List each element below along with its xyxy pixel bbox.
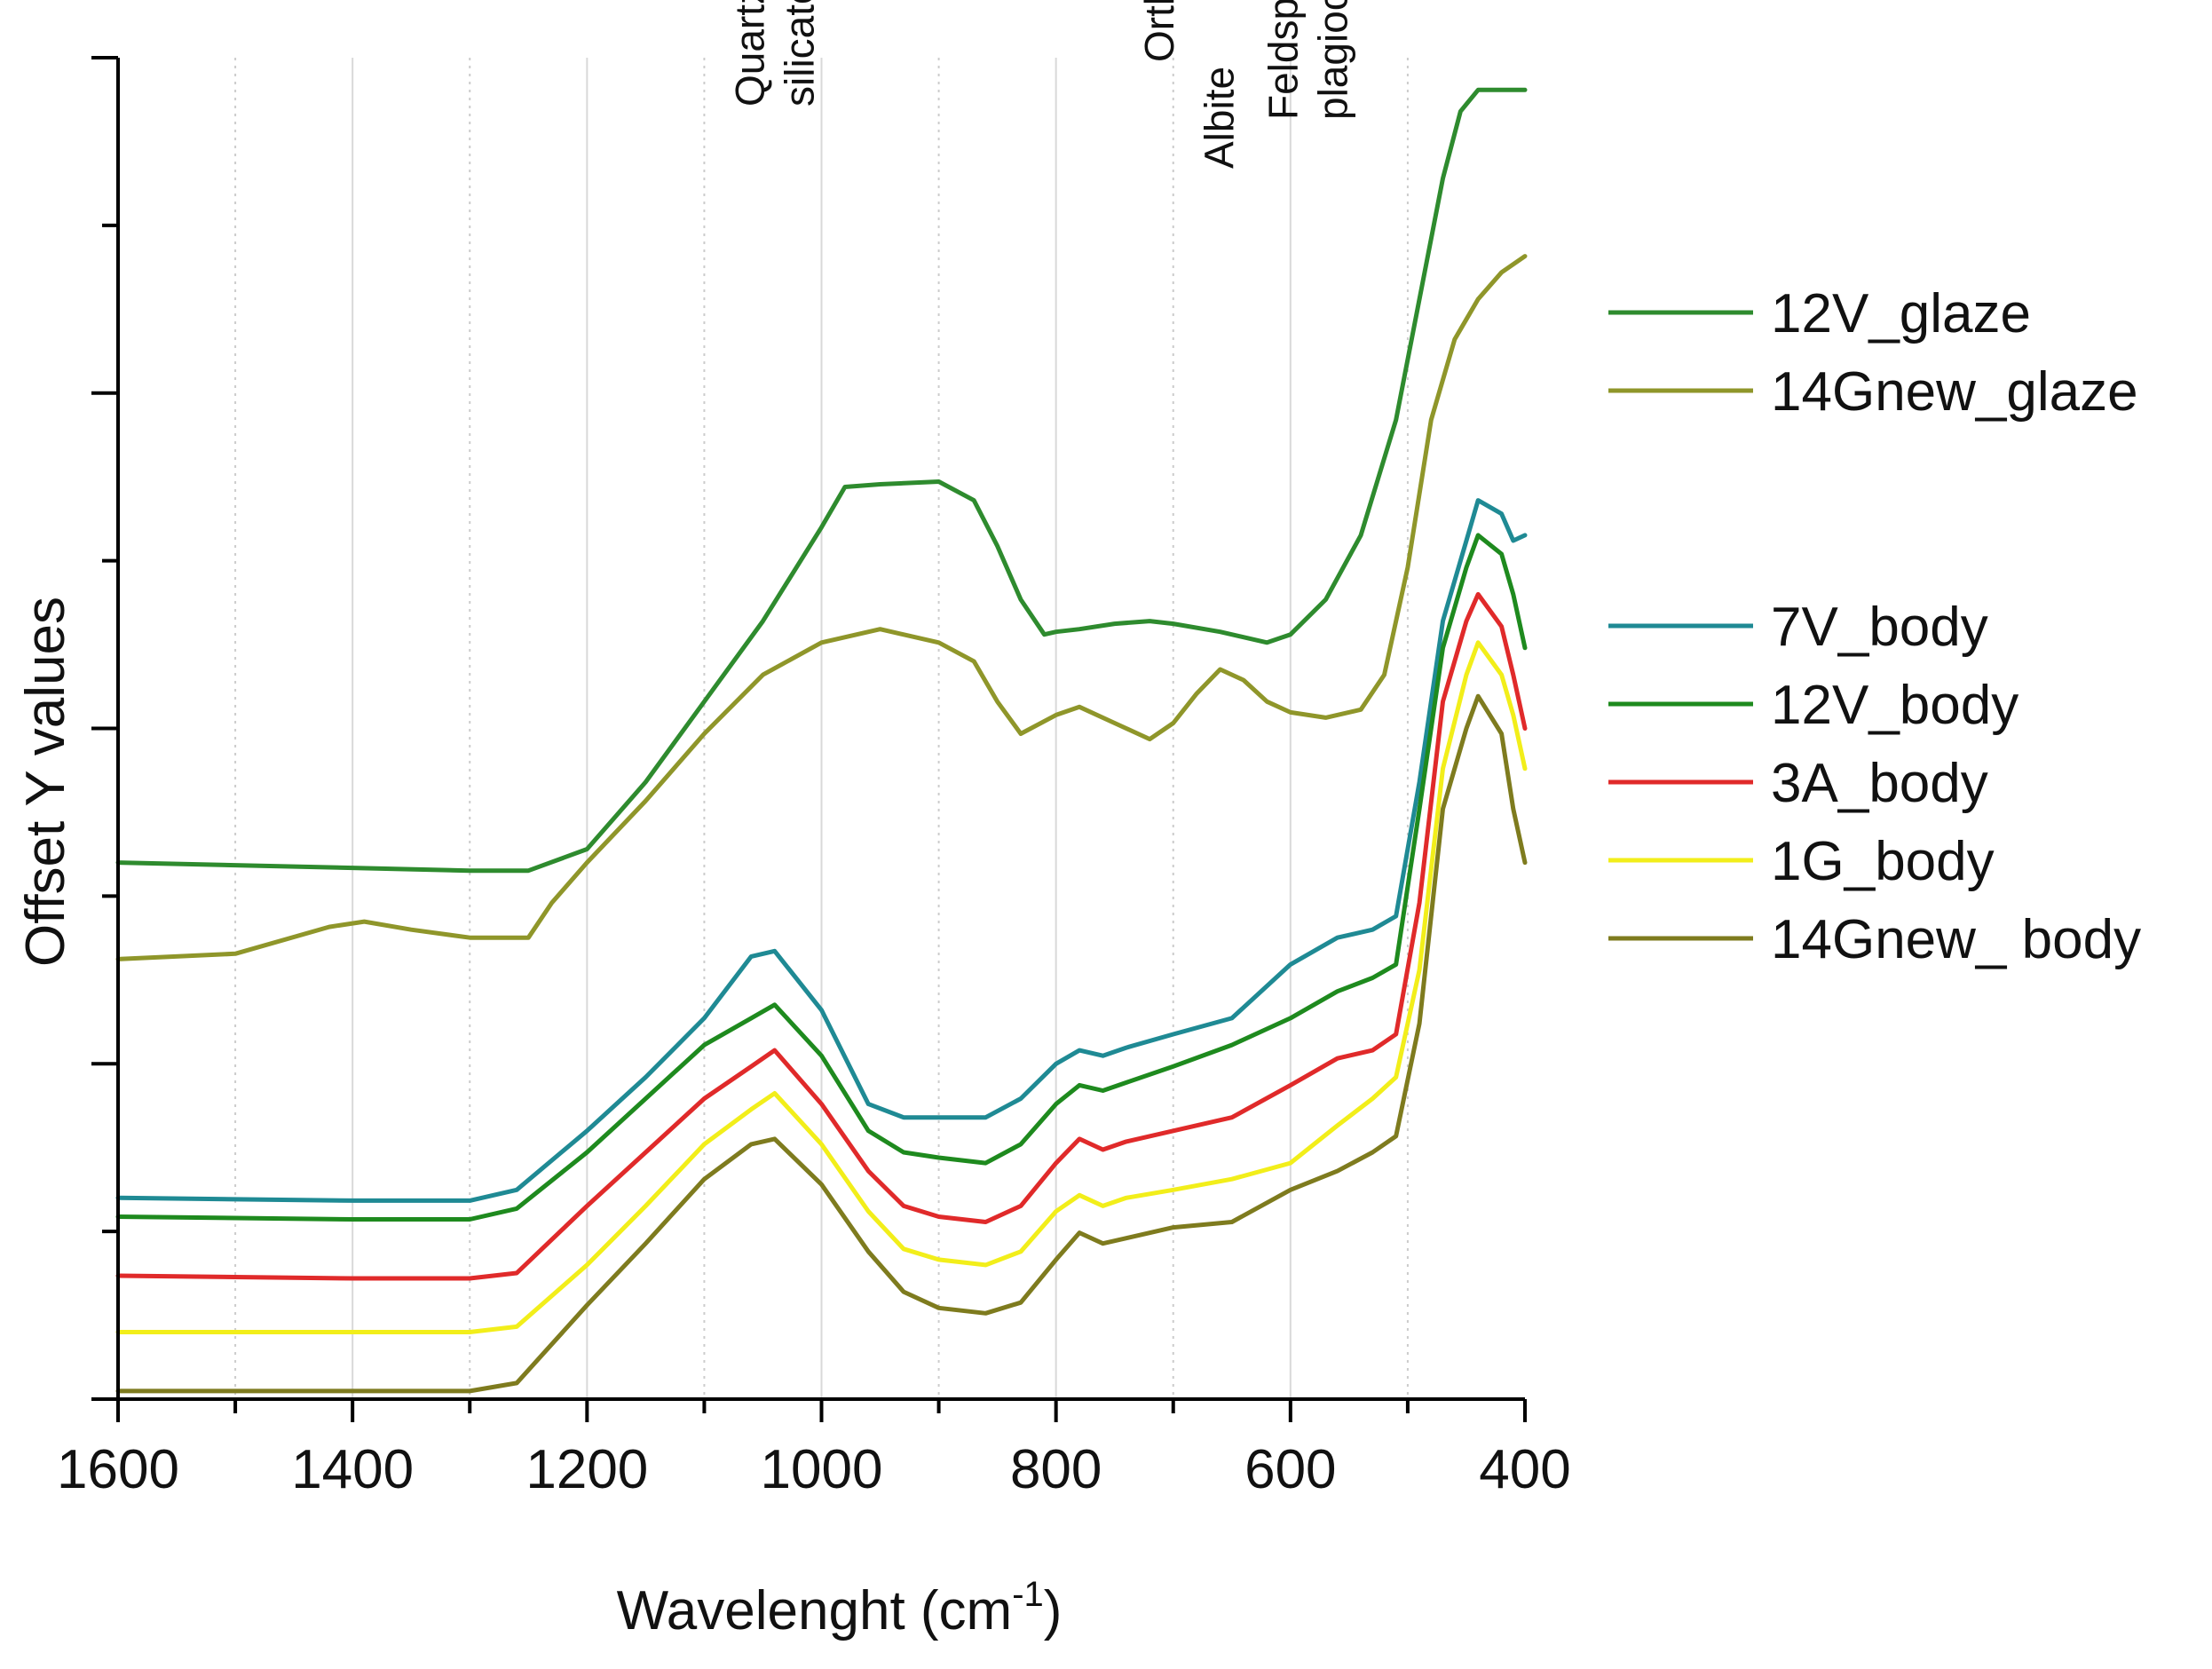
- legend-label-14gnew-glaze: 14Gnew_glaze: [1771, 361, 2138, 423]
- series-line-3a-body: [115, 591, 1528, 1281]
- series-line-1g-body: [115, 640, 1528, 1334]
- x-axis-title-suffix: ): [1044, 1580, 1063, 1641]
- x-tick-label-800: 800: [1010, 1439, 1102, 1500]
- y-axis-ticks: [91, 56, 118, 1401]
- series-line-12v-body: [115, 533, 1528, 1222]
- annotation-quartz: Quartz,: [727, 0, 773, 107]
- annotation-plagioclase: plagioclase: [1310, 0, 1356, 120]
- legend-label-14gnew-body: 14Gnew_ body: [1771, 909, 2141, 970]
- annotation-albite: Albite: [1196, 67, 1242, 169]
- peak-annotations: Quartz,silicates Orthoclase Albite Feldspar…: [727, 0, 1356, 169]
- legend-label-3a-body: 3A_body: [1771, 753, 1988, 814]
- series-line-14gnew-glaze: [115, 254, 1528, 961]
- legend: 12V_glaze 14Gnew_glaze 7V_body 12V_body 3A_b…: [1608, 283, 2141, 970]
- legend-label-1g-body: 1G_body: [1771, 831, 1995, 892]
- annotation-orthoclase: Orthoclase: [1136, 0, 1182, 62]
- x-tick-label-1600: 1600: [57, 1439, 179, 1500]
- x-tick-label-1000: 1000: [761, 1439, 883, 1500]
- x-axis-title-main: Wavelenght (cm: [617, 1580, 1013, 1641]
- x-tick-label-400: 400: [1479, 1439, 1570, 1500]
- annotation-feldspar: Feldspar,: [1260, 0, 1307, 120]
- x-tick-label-1200: 1200: [525, 1439, 648, 1500]
- legend-label-7v-body: 7V_body: [1771, 597, 1988, 658]
- legend-label-12v-glaze: 12V_glaze: [1771, 283, 2031, 344]
- x-tick-label-1400: 1400: [291, 1439, 414, 1500]
- annotation-silicates: silicates: [777, 0, 823, 107]
- legend-label-12v-body: 12V_body: [1771, 675, 2018, 736]
- x-axis-title: Wavelenght (cm-1): [617, 1575, 1063, 1641]
- series-line-12v-glaze: [115, 87, 1528, 874]
- grid-lines: [234, 58, 1409, 1399]
- series-line-7v-body: [115, 498, 1528, 1203]
- x-axis-ticks: 1600 1400 1200 1000 800 600 400: [57, 1399, 1571, 1500]
- series-lines: [115, 87, 1528, 1394]
- y-axis-title: Offset Y values: [15, 597, 76, 967]
- x-axis-title-superscript: -1: [1012, 1575, 1044, 1614]
- series-line-14gnew-body: [115, 693, 1528, 1394]
- x-tick-label-600: 600: [1244, 1439, 1336, 1500]
